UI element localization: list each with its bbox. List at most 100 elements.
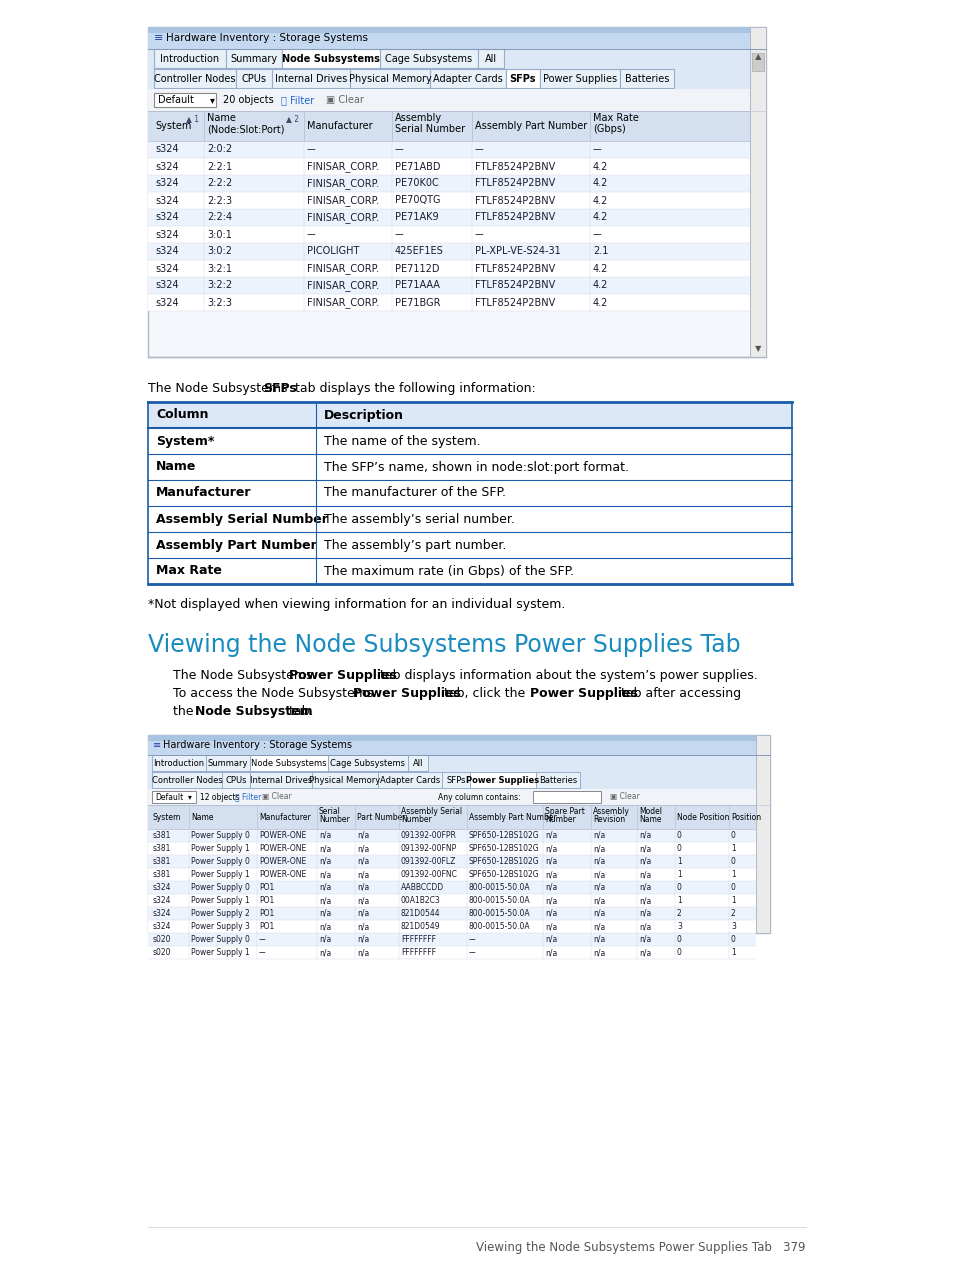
Text: s324: s324 bbox=[154, 196, 178, 206]
Text: 4.2: 4.2 bbox=[593, 212, 608, 222]
Text: *Not displayed when viewing information for an individual system.: *Not displayed when viewing information … bbox=[148, 597, 565, 611]
Text: 425EF1ES: 425EF1ES bbox=[395, 247, 443, 257]
Text: s324: s324 bbox=[152, 921, 172, 930]
Text: tab after accessing: tab after accessing bbox=[617, 688, 740, 700]
Text: Default: Default bbox=[158, 95, 193, 105]
Bar bbox=[206, 755, 250, 771]
Bar bbox=[408, 755, 428, 771]
Text: n/a: n/a bbox=[639, 871, 651, 880]
Text: Viewing the Node Subsystems Power Supplies Tab: Viewing the Node Subsystems Power Suppli… bbox=[148, 633, 740, 657]
Text: Power Supply 0: Power Supply 0 bbox=[191, 883, 250, 892]
Text: 1: 1 bbox=[730, 948, 735, 957]
Text: ––: –– bbox=[395, 230, 404, 239]
Text: Manufacturer: Manufacturer bbox=[156, 487, 252, 500]
Text: n/a: n/a bbox=[639, 831, 651, 840]
Text: PE71AK9: PE71AK9 bbox=[395, 212, 438, 222]
Text: s324: s324 bbox=[154, 297, 178, 308]
Text: n/a: n/a bbox=[593, 935, 604, 944]
Text: Power Supply 1: Power Supply 1 bbox=[191, 948, 250, 957]
Bar bbox=[148, 855, 755, 868]
Bar bbox=[152, 791, 195, 803]
Text: Column: Column bbox=[156, 408, 209, 422]
Text: Assembly Part Number: Assembly Part Number bbox=[475, 121, 587, 131]
Text: ▲: ▲ bbox=[754, 52, 760, 61]
Bar bbox=[148, 920, 755, 933]
Text: PE71ABD: PE71ABD bbox=[395, 161, 440, 172]
Bar bbox=[148, 735, 769, 755]
Text: Part Number: Part Number bbox=[356, 812, 405, 821]
Text: Model: Model bbox=[639, 807, 661, 816]
Bar bbox=[148, 277, 749, 294]
Text: Position: Position bbox=[730, 812, 760, 821]
Text: PE7112D: PE7112D bbox=[395, 263, 439, 273]
Text: n/a: n/a bbox=[593, 921, 604, 930]
Text: ––: –– bbox=[469, 935, 476, 944]
Bar bbox=[148, 428, 791, 454]
Bar bbox=[148, 50, 765, 69]
Bar bbox=[148, 506, 791, 533]
Bar bbox=[533, 791, 600, 803]
Text: FINISAR_CORP.: FINISAR_CORP. bbox=[307, 212, 378, 222]
Text: ▣ Clear: ▣ Clear bbox=[609, 793, 639, 802]
Text: The SFP’s name, shown in node:slot:port format.: The SFP’s name, shown in node:slot:port … bbox=[324, 460, 628, 474]
Text: Summary: Summary bbox=[208, 759, 248, 768]
Bar bbox=[250, 771, 312, 788]
Text: n/a: n/a bbox=[639, 948, 651, 957]
Text: 1: 1 bbox=[677, 896, 681, 905]
Bar bbox=[470, 771, 536, 788]
Text: n/a: n/a bbox=[593, 844, 604, 853]
Text: PE71AAA: PE71AAA bbox=[395, 281, 439, 291]
Bar bbox=[328, 755, 408, 771]
Text: Assembly: Assembly bbox=[395, 113, 441, 123]
Bar bbox=[751, 53, 763, 71]
Text: Power Supply 3: Power Supply 3 bbox=[191, 921, 250, 930]
Text: POWER-ONE: POWER-ONE bbox=[258, 844, 306, 853]
Text: n/a: n/a bbox=[318, 831, 331, 840]
Text: 4.2: 4.2 bbox=[593, 263, 608, 273]
Text: s381: s381 bbox=[152, 871, 172, 880]
Text: ▲ 2: ▲ 2 bbox=[286, 114, 298, 123]
Text: n/a: n/a bbox=[318, 871, 331, 880]
Text: FTLF8524P2BNV: FTLF8524P2BNV bbox=[475, 212, 555, 222]
Text: FINISAR_CORP.: FINISAR_CORP. bbox=[307, 297, 378, 308]
Text: n/a: n/a bbox=[544, 831, 557, 840]
Bar bbox=[148, 261, 749, 277]
Text: ▾: ▾ bbox=[188, 793, 192, 802]
Text: Node Subsystems: Node Subsystems bbox=[282, 55, 379, 65]
Text: 0: 0 bbox=[730, 857, 735, 866]
Text: PO1: PO1 bbox=[258, 883, 274, 892]
Text: n/a: n/a bbox=[356, 909, 369, 918]
Text: Power Supply 0: Power Supply 0 bbox=[191, 831, 250, 840]
Text: The name of the system.: The name of the system. bbox=[324, 435, 480, 447]
Text: POWER-ONE: POWER-ONE bbox=[258, 857, 306, 866]
Text: n/a: n/a bbox=[318, 909, 331, 918]
Bar bbox=[148, 841, 755, 855]
Text: To access the Node Subsystems: To access the Node Subsystems bbox=[172, 688, 377, 700]
Bar bbox=[148, 175, 749, 192]
Text: FTLF8524P2BNV: FTLF8524P2BNV bbox=[475, 196, 555, 206]
Text: Name: Name bbox=[191, 812, 213, 821]
Text: 12 objects: 12 objects bbox=[200, 793, 239, 802]
Text: s324: s324 bbox=[154, 230, 178, 239]
Text: s381: s381 bbox=[152, 844, 172, 853]
Text: n/a: n/a bbox=[544, 948, 557, 957]
Text: 3:2:1: 3:2:1 bbox=[207, 263, 232, 273]
Bar bbox=[312, 771, 377, 788]
Text: Power Supply 0: Power Supply 0 bbox=[191, 935, 250, 944]
Text: n/a: n/a bbox=[639, 935, 651, 944]
Text: Summary: Summary bbox=[231, 55, 277, 65]
Text: 0: 0 bbox=[730, 831, 735, 840]
Text: Power Supply 0: Power Supply 0 bbox=[191, 857, 250, 866]
Text: System*: System* bbox=[156, 435, 214, 447]
Text: s381: s381 bbox=[152, 831, 172, 840]
Text: tab.: tab. bbox=[285, 705, 314, 718]
Text: 4.2: 4.2 bbox=[593, 178, 608, 188]
Text: Power Supplies: Power Supplies bbox=[542, 75, 617, 84]
Text: n/a: n/a bbox=[593, 896, 604, 905]
Bar bbox=[148, 771, 769, 789]
Text: 4.2: 4.2 bbox=[593, 196, 608, 206]
Bar bbox=[148, 402, 791, 428]
Bar bbox=[379, 50, 477, 69]
Text: PO1: PO1 bbox=[258, 909, 274, 918]
Text: s381: s381 bbox=[152, 857, 172, 866]
